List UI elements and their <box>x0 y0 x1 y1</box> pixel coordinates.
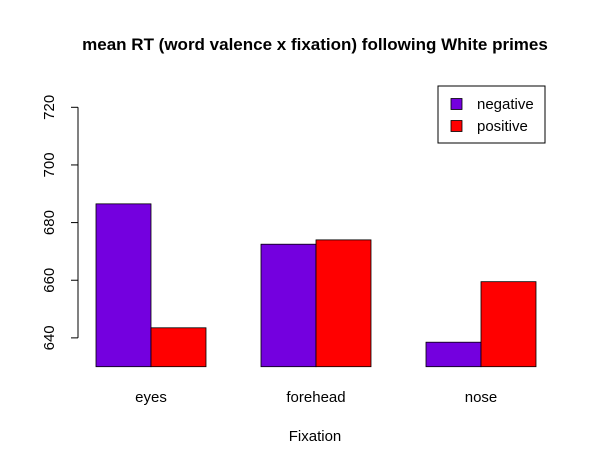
legend: negative positive <box>437 85 546 144</box>
x-tick-label-eyes: eyes <box>135 389 167 406</box>
y-tick-label: 680 <box>41 210 58 235</box>
x-tick-label-forehead: forehead <box>286 389 345 406</box>
y-tick-label: 660 <box>41 268 58 293</box>
y-tick-label: 640 <box>41 325 58 350</box>
y-tick-label: 700 <box>41 152 58 177</box>
legend-label-negative: negative <box>477 96 534 113</box>
bar-eyes-negative <box>95 203 152 368</box>
bars <box>95 203 537 368</box>
legend-swatch-positive <box>450 120 463 132</box>
bar-forehead-positive <box>315 239 372 368</box>
y-axis: 640 660 680 700 720 <box>41 95 79 350</box>
y-tick-label: 720 <box>41 95 58 120</box>
bar-eyes-positive <box>150 327 207 368</box>
legend-swatch-negative <box>450 98 463 110</box>
legend-label-positive: positive <box>477 118 528 135</box>
x-axis-label: Fixation <box>289 428 342 445</box>
legend-box <box>437 85 546 144</box>
bar-nose-negative <box>425 341 482 368</box>
bar-forehead-negative <box>260 243 317 368</box>
bar-nose-positive <box>480 281 537 368</box>
chart-title: mean RT (word valence x fixation) follow… <box>82 35 548 54</box>
x-tick-labels: eyes forehead nose <box>135 389 497 406</box>
x-tick-label-nose: nose <box>465 389 498 406</box>
